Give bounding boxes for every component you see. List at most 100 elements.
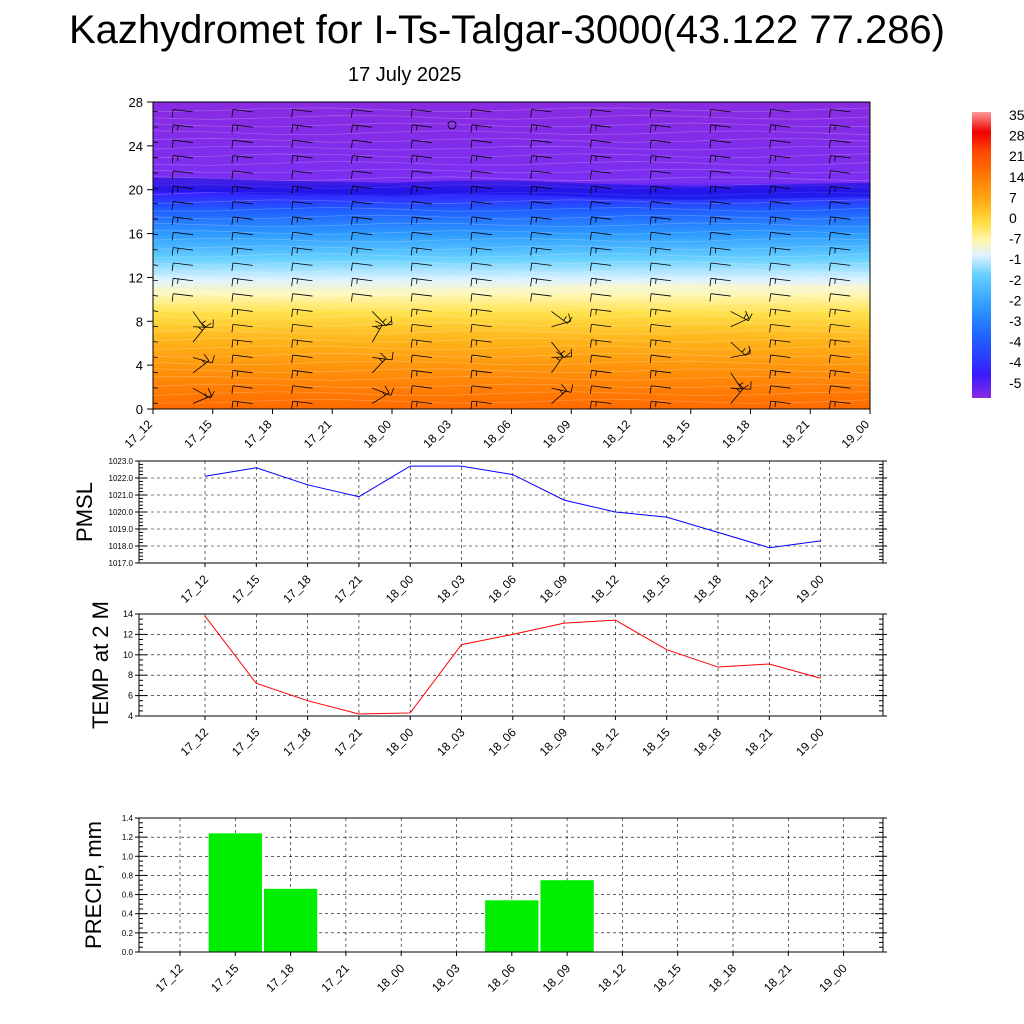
wind-barb-flag <box>296 340 299 346</box>
wind-barb-flag <box>390 387 395 396</box>
wind-barb <box>531 124 552 128</box>
wind-barb-flag <box>236 340 239 346</box>
wind-barb <box>412 262 433 266</box>
x-tick-label: 18_21 <box>761 961 795 995</box>
x-tick-label: 18_15 <box>650 961 684 995</box>
wind-barb-flag <box>137 386 138 394</box>
wind-barb-flag <box>231 216 234 225</box>
wind-barb-flag <box>416 278 418 284</box>
wind-barb <box>730 387 751 390</box>
wind-barb <box>531 231 552 236</box>
wind-barb <box>412 185 433 190</box>
wind-barb-flag <box>291 155 294 164</box>
x-tick-label: 17_15 <box>208 961 242 995</box>
wind-barb <box>153 264 159 266</box>
wind-barb-flag <box>236 370 239 377</box>
wind-barb <box>153 218 159 220</box>
wind-barb-flag <box>709 170 712 179</box>
wind-barb-flag <box>655 186 657 192</box>
wind-barb <box>412 170 433 174</box>
wind-barb-flag <box>829 385 831 394</box>
wind-barb-flag <box>769 140 772 149</box>
wind-barb-flag <box>590 308 592 318</box>
wind-barb <box>830 216 851 220</box>
wind-barb <box>830 109 851 113</box>
wind-barb <box>153 233 159 236</box>
wind-barb-flag <box>590 324 592 333</box>
wind-barb <box>551 320 571 328</box>
heatmap-field <box>153 102 870 409</box>
wind-barb-flag <box>774 156 777 162</box>
colorbar-label: 0 <box>1009 210 1017 226</box>
wind-barb-flag <box>769 247 772 256</box>
wind-barb-flag <box>291 140 294 149</box>
wind-barb-flag <box>470 385 473 394</box>
wind-barb-flag <box>231 324 234 333</box>
wind-barb <box>153 402 159 404</box>
x-tick-label: 17_21 <box>301 417 335 451</box>
y-tick-label: 8 <box>136 314 143 329</box>
wind-barb-flag <box>769 385 772 394</box>
isotherm-line <box>153 230 870 235</box>
wind-barb <box>531 185 552 190</box>
wind-barb-flag <box>567 316 573 324</box>
colorbar: 35 28 21 14 7 0 -7 -1 -2 -2 -3 -4 -4 -5 <box>972 107 1024 398</box>
wind-barb <box>910 386 920 403</box>
wind-barb-flag <box>743 313 747 319</box>
x-tick-label: 18_18 <box>691 572 725 606</box>
wind-barb <box>471 185 492 190</box>
wind-barb-flag <box>198 327 203 331</box>
isotherm-line <box>153 153 870 159</box>
wind-barb-flag <box>410 355 413 364</box>
wind-barb-flag <box>889 232 890 240</box>
wind-barb <box>292 293 313 297</box>
wind-barb <box>591 293 612 297</box>
wind-barb <box>591 308 612 312</box>
wind-barb <box>192 311 205 329</box>
x-tick-label: 18_12 <box>600 417 634 451</box>
wind-barb-flag <box>475 278 478 284</box>
wind-barb <box>471 385 492 389</box>
wind-barb <box>352 124 373 128</box>
y-tick-label: 1.2 <box>122 833 134 842</box>
wind-barb-flag <box>530 247 533 256</box>
wind-barb-flag <box>296 401 299 407</box>
wind-barb <box>292 201 313 205</box>
wind-barb-flag <box>889 186 890 194</box>
wind-barb-flag <box>774 248 777 254</box>
wind-barb-flag <box>410 278 413 287</box>
wind-barb <box>770 185 791 190</box>
wind-barb-flag <box>590 262 592 271</box>
wind-barb <box>232 124 253 128</box>
wind-barb <box>292 155 313 159</box>
wind-barb <box>730 387 744 404</box>
x-tick-label: 18_21 <box>742 725 776 759</box>
wind-barb <box>412 293 433 297</box>
wind-barb-flag <box>171 201 174 210</box>
wind-barb-flag <box>470 401 473 409</box>
wind-barb <box>192 357 213 364</box>
wind-barb-flag <box>714 278 717 284</box>
y-tick-label: 24 <box>129 139 143 154</box>
wind-barb-flag <box>171 109 174 118</box>
x-tick-label: 17_12 <box>153 961 187 995</box>
isotherm-line <box>153 261 870 266</box>
wind-barb-flag <box>296 278 299 284</box>
wind-barb-flag <box>709 293 712 302</box>
wind-barb-flag <box>475 125 478 131</box>
wind-barb-flag <box>231 385 234 394</box>
y-tick-label: 0.2 <box>122 929 134 938</box>
wind-barb-flag <box>356 186 358 192</box>
wind-barb <box>591 262 612 266</box>
wind-barb <box>651 247 672 251</box>
wind-barb-flag <box>590 385 592 394</box>
wind-barb-flag <box>351 262 353 271</box>
wind-barb-flag <box>137 171 138 179</box>
wind-barb-flag <box>655 125 657 131</box>
wind-barb-flag <box>714 217 717 223</box>
isotherm-line <box>153 199 870 205</box>
wind-barb <box>591 170 612 174</box>
wind-barb <box>830 385 851 389</box>
isotherm-line <box>153 245 870 251</box>
wind-barb-flag <box>889 248 890 256</box>
